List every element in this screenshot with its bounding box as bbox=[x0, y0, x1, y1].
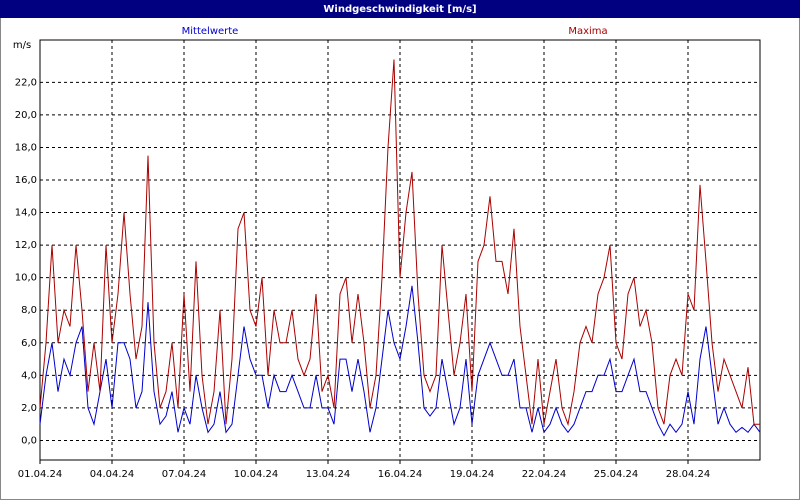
y-tick-label: 6,0 bbox=[21, 338, 37, 349]
y-tick-label: 4,0 bbox=[21, 370, 37, 381]
x-tick-label: 16.04.24 bbox=[378, 469, 423, 480]
x-tick-label: 13.04.24 bbox=[306, 469, 351, 480]
y-tick-label: 10,0 bbox=[15, 273, 37, 284]
series-line bbox=[39, 285, 761, 437]
x-tick-label: 04.04.24 bbox=[90, 469, 135, 480]
y-tick-label: 0,0 bbox=[21, 435, 37, 446]
series-line bbox=[39, 59, 760, 427]
x-tick-label: 01.04.24 bbox=[18, 469, 63, 480]
y-tick-label: 20,0 bbox=[15, 110, 37, 121]
x-tick-label: 07.04.24 bbox=[162, 469, 207, 480]
y-tick-label: 18,0 bbox=[15, 142, 37, 153]
y-tick-label: 8,0 bbox=[21, 305, 37, 316]
x-tick-label: 25.04.24 bbox=[594, 469, 639, 480]
title-bar bbox=[0, 0, 800, 18]
y-tick-label: 22,0 bbox=[15, 77, 37, 88]
x-tick-label: 10.04.24 bbox=[234, 469, 279, 480]
x-tick-label: 28.04.24 bbox=[666, 469, 711, 480]
legend-label: Maxima bbox=[568, 26, 607, 37]
chart-title: Windgeschwindigkeit [m/s] bbox=[323, 4, 476, 15]
x-tick-label: 19.04.24 bbox=[450, 469, 495, 480]
legend-label: Mittelwerte bbox=[182, 26, 239, 37]
y-tick-label: 16,0 bbox=[15, 175, 37, 186]
y-axis-label: m/s bbox=[13, 40, 31, 51]
x-tick-label: 22.04.24 bbox=[522, 469, 567, 480]
y-tick-label: 2,0 bbox=[21, 403, 37, 414]
y-tick-label: 14,0 bbox=[15, 208, 37, 219]
y-tick-label: 12,0 bbox=[15, 240, 37, 251]
